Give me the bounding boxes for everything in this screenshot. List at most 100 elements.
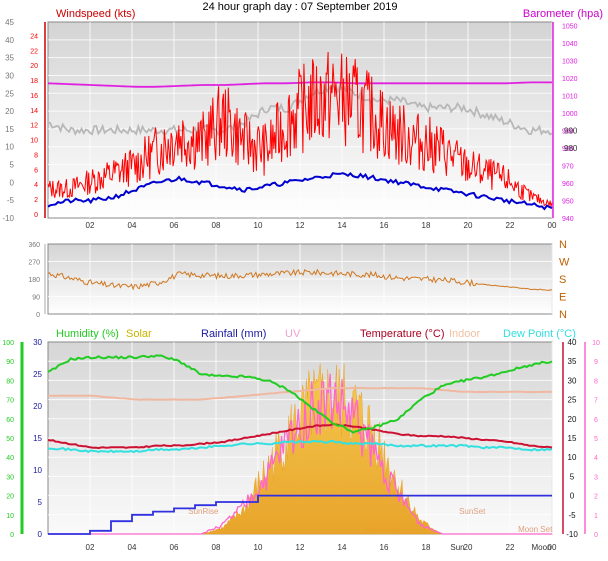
compass-label: N (559, 239, 567, 251)
climate-x-tick: Sun (450, 543, 464, 552)
windspeed-tick: 24 (30, 33, 38, 40)
barometer-tick: 940 (562, 216, 574, 223)
legend-entry: Humidity (%) (56, 328, 119, 340)
windspeed-tick: 4 (34, 182, 38, 189)
barometer-tick: 1030 (562, 59, 578, 66)
barometer-tick: 960 (562, 181, 574, 188)
temperature-tick: 5 (570, 472, 575, 481)
barometer-tick: 1040 (562, 41, 578, 48)
rainfall-line (48, 494, 552, 535)
climate-x-tick: 00 (548, 543, 557, 552)
uv-tick: 8 (594, 378, 598, 385)
barometer-tick: 950 (562, 199, 574, 206)
temperature-tick: 40 (568, 338, 577, 347)
uv-tick: 1 (594, 513, 598, 520)
temperature-tick: 20 (568, 415, 577, 424)
humidity-line (47, 354, 553, 434)
windspeed-outer-tick: 10 (5, 143, 14, 152)
windspeed-tick: 12 (30, 123, 38, 130)
legend-entry: Dew Point (°C) (503, 328, 576, 340)
legend-entry: Rainfall (mm) (201, 328, 266, 340)
temperature-tick: 25 (568, 396, 577, 405)
climate-x-tick: Moon (531, 543, 551, 552)
compass-label: S (559, 274, 566, 286)
wind-x-tick: 14 (338, 221, 347, 230)
uv-tick: 10 (592, 340, 600, 347)
windspeed-outer-tick: 20 (5, 107, 14, 116)
windspeed-tick: 10 (30, 138, 38, 145)
wind-panel-grid (48, 22, 553, 218)
wind-x-tick: 00 (548, 221, 557, 230)
uv-tick: 2 (594, 494, 598, 501)
uv-tick: 0 (594, 532, 598, 539)
winddir-tick: 360 (28, 242, 40, 249)
humidity-tick: 40 (6, 455, 14, 462)
legend-entry: Indoor (449, 328, 481, 340)
rainfall-tick: 5 (38, 498, 43, 507)
winddir-tick: 180 (28, 277, 40, 284)
winddir-panel-series (47, 268, 553, 291)
temperature-tick: 30 (568, 376, 577, 385)
windspeed-tick: 16 (30, 93, 38, 100)
winddir-tick: 0 (36, 312, 40, 319)
windspeed-outer-tick: -10 (2, 214, 14, 223)
wind-panel-series (47, 51, 553, 211)
climate-x-tick: 10 (254, 543, 263, 552)
astro-annotation: Moon Set (518, 525, 553, 534)
wind-x-tick: 12 (296, 221, 305, 230)
humidity-tick: 80 (6, 378, 14, 385)
climate-x-tick: 02 (86, 543, 95, 552)
humidity-tick: 90 (6, 359, 14, 366)
rainfall-tick: 30 (33, 338, 42, 347)
climate-legend: Humidity (%) Solar Rainfall (mm) UV Temperat… (56, 328, 576, 340)
barometer-tick: 970 (562, 164, 574, 171)
barometer-line (47, 81, 552, 88)
astro-annotation: SunRise (188, 507, 219, 516)
barometer-tick: 980 (562, 146, 574, 153)
climate-x-tick: 06 (170, 543, 179, 552)
windspeed-outer-tick: 30 (5, 71, 14, 80)
climate-x-tick: 20 (464, 543, 473, 552)
windspeed-tick: 2 (34, 197, 38, 204)
uv-tick: 3 (594, 474, 598, 481)
windspeed-outer-tick: 25 (5, 89, 14, 98)
humidity-tick: 100 (2, 340, 14, 347)
windspeed-average-line (47, 171, 553, 211)
climate-x-tick: 16 (380, 543, 389, 552)
uv-tick: 9 (594, 359, 598, 366)
humidity-tick: 10 (6, 513, 14, 520)
barometer-tick: 1000 (562, 111, 578, 118)
barometer-tick: 1010 (562, 94, 578, 101)
temperature-line (47, 422, 553, 450)
humidity-tick: 70 (6, 398, 14, 405)
windspeed-outer-tick: 5 (10, 161, 15, 170)
legend-entry: UV (285, 328, 301, 340)
climate-x-tick: 04 (128, 543, 137, 552)
wind-x-tick: 18 (422, 221, 431, 230)
rainfall-tick: 25 (33, 370, 42, 379)
climate-panel-series (47, 354, 553, 535)
temperature-tick: -10 (566, 530, 578, 539)
chart-title: 24 hour graph day : 07 September 2019 (202, 1, 397, 13)
windspeed-line (47, 51, 553, 207)
windspeed-tick: 18 (30, 78, 38, 85)
rainfall-tick: 20 (33, 402, 42, 411)
humidity-tick: 0 (10, 532, 14, 539)
rainfall-tick: 0 (38, 530, 43, 539)
windspeed-axis-label: Windspeed (kts) (56, 8, 135, 20)
wind-x-tick: 22 (506, 221, 515, 230)
wind-x-tick: 20 (464, 221, 473, 230)
windspeed-outer-tick: 35 (5, 54, 14, 63)
windspeed-tick: 8 (34, 152, 38, 159)
windspeed-outer-tick: 0 (10, 178, 15, 187)
windspeed-tick: 20 (30, 63, 38, 70)
windspeed-outer-tick: 45 (5, 18, 14, 27)
compass-label: E (559, 292, 566, 304)
climate-x-tick: 22 (506, 543, 515, 552)
wind-x-tick: 02 (86, 221, 95, 230)
wind-x-tick: 04 (128, 221, 137, 230)
humidity-tick: 60 (6, 417, 14, 424)
climate-x-tick: 08 (212, 543, 221, 552)
